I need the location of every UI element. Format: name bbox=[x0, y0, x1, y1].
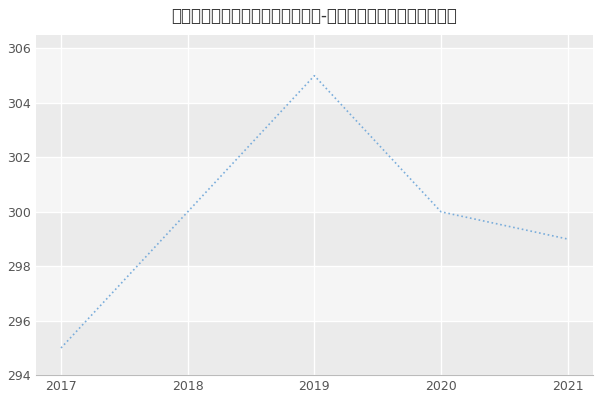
Bar bbox=[35, 321, 593, 375]
Title: 南通大学医学院、药学院肿瘤学（-历年复试）研究生录取分数线: 南通大学医学院、药学院肿瘤学（-历年复试）研究生录取分数线 bbox=[172, 7, 457, 25]
Bar bbox=[35, 103, 593, 157]
Bar bbox=[35, 48, 593, 103]
Bar bbox=[35, 212, 593, 266]
Bar bbox=[35, 266, 593, 321]
Bar bbox=[35, 157, 593, 212]
